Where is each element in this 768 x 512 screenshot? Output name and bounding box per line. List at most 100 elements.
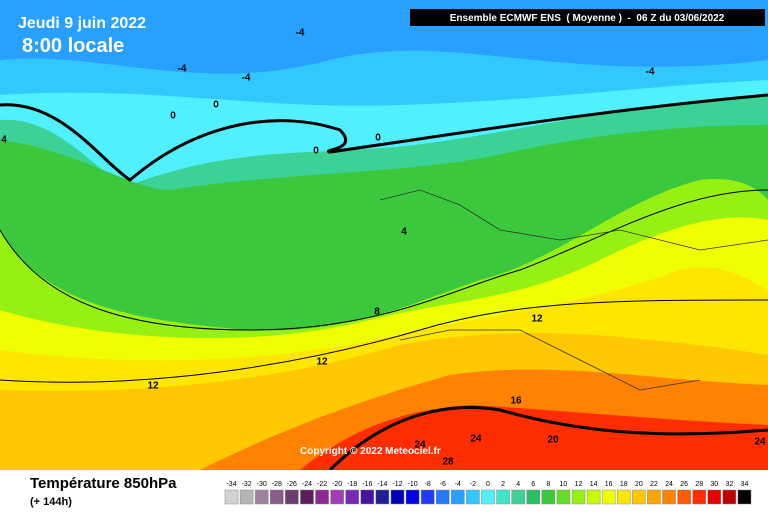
colorbar-tick: -12 xyxy=(392,481,402,488)
colorbar-swatch xyxy=(526,489,541,505)
colorbar-swatch xyxy=(315,489,329,505)
colorbar-tick: -16 xyxy=(362,481,372,488)
colorbar-tick: -6 xyxy=(440,481,446,488)
contour-label: 12 xyxy=(147,381,159,392)
colorbar-swatch xyxy=(375,489,390,505)
copyright: Copyright © 2022 Meteociel.fr xyxy=(300,446,441,457)
colorbar-swatch xyxy=(496,489,510,505)
colorbar-tick: 28 xyxy=(695,481,703,488)
colorbar-tick: 2 xyxy=(501,481,505,488)
colorbar-swatch xyxy=(722,489,737,505)
colorbar-tick: 34 xyxy=(741,481,749,488)
colorbar-tick: 26 xyxy=(680,481,688,488)
colorbar-swatch xyxy=(435,489,450,505)
contour-label: 0 xyxy=(213,100,219,111)
colorbar-tick: 20 xyxy=(635,481,643,488)
colorbar: -34 -32 -30 -28 -26 -24 -22 -20 -18 -16 -14 -12 -10-… xyxy=(224,481,752,505)
colorbar-tick: -10 xyxy=(408,481,418,488)
colorbar-swatch xyxy=(300,489,314,505)
colorbar-tick: 24 xyxy=(665,481,673,488)
field-band xyxy=(300,405,768,470)
colorbar-swatch xyxy=(405,489,420,505)
colorbar-tick: -4 xyxy=(455,481,461,488)
colorbar-swatch xyxy=(390,489,405,505)
colorbar-tick: 32 xyxy=(725,481,733,488)
date: Jeudi 9 juin 2022 xyxy=(18,15,146,32)
colorbar-tick: -20 xyxy=(332,481,342,488)
colorbar-tick: -22 xyxy=(317,481,327,488)
colorbar-tick: 18 xyxy=(620,481,628,488)
contour-label: -4 xyxy=(296,28,305,39)
footer-title: Température 850hPa xyxy=(30,475,177,492)
contour-label: 8 xyxy=(374,307,380,318)
colorbar-swatch xyxy=(360,489,375,505)
colorbar-tick: -24 xyxy=(302,481,312,488)
colorbar-tick: -26 xyxy=(287,481,297,488)
colorbar-tick: 6 xyxy=(531,481,535,488)
colorbar-swatch xyxy=(586,489,601,505)
colorbar-tick: 0 xyxy=(486,481,490,488)
colorbar-tick: 10 xyxy=(560,481,568,488)
time: 8:00 locale xyxy=(22,35,124,57)
colorbar-swatch xyxy=(345,489,360,505)
contour-label: 0 xyxy=(375,133,381,144)
contour-label: 0 xyxy=(170,111,176,122)
run-box xyxy=(410,9,765,26)
contour-label: 28 xyxy=(442,457,454,468)
colorbar-tick: 30 xyxy=(710,481,718,488)
colorbar-tick: 22 xyxy=(650,481,658,488)
colorbar-swatch xyxy=(616,489,631,505)
colorbar-tick: 12 xyxy=(575,481,583,488)
colorbar-tick: -28 xyxy=(272,481,282,488)
colorbar-swatch xyxy=(285,489,299,505)
contour-label: 12 xyxy=(316,357,328,368)
contour-label: 20 xyxy=(547,435,559,446)
colorbar-swatch xyxy=(239,489,254,505)
contour-label: 4 xyxy=(1,135,7,146)
colorbar-tick: -18 xyxy=(347,481,357,488)
colorbar-swatch xyxy=(662,489,676,505)
colorbar-swatch xyxy=(481,489,495,505)
colorbar-swatch xyxy=(647,489,661,505)
coastline xyxy=(379,189,768,391)
zero-isotherm xyxy=(0,93,768,182)
contour-label: 12 xyxy=(531,314,543,325)
contour-label: 4 xyxy=(401,227,407,238)
twenty-isotherm xyxy=(328,406,768,472)
run-info: Ensemble ECMWF ENS ( Moyenne ) - 06 Z du… xyxy=(450,13,725,24)
colorbar-swatch xyxy=(601,489,616,505)
colorbar-swatch xyxy=(632,489,646,505)
colorbar-swatch xyxy=(466,489,480,505)
colorbar-tick: -14 xyxy=(377,481,387,488)
contour-label: -4 xyxy=(178,64,187,75)
colorbar-swatch xyxy=(511,489,525,505)
footer-lead: (+ 144h) xyxy=(30,496,72,508)
colorbar-swatch xyxy=(224,489,239,505)
colorbar-tick: 16 xyxy=(605,481,613,488)
colorbar-swatch xyxy=(270,489,284,505)
isotherm xyxy=(0,299,768,383)
colorbar-swatch xyxy=(541,489,556,505)
contour-label: 16 xyxy=(510,396,522,407)
colorbar-tick: 14 xyxy=(590,481,598,488)
map xyxy=(0,0,768,472)
colorbar-tick: 4 xyxy=(516,481,520,488)
contour-label: -4 xyxy=(242,73,251,84)
contour-label: 24 xyxy=(470,434,482,445)
colorbar-swatch xyxy=(692,489,706,505)
colorbar-tick: -2 xyxy=(470,481,476,488)
contour-label: 24 xyxy=(414,440,426,451)
contour-label: 24 xyxy=(754,437,766,448)
colorbar-tick: -32 xyxy=(242,481,252,488)
colorbar-tick: 8 xyxy=(546,481,550,488)
colorbar-swatch xyxy=(677,489,691,505)
colorbar-tick: -8 xyxy=(425,481,431,488)
colorbar-swatch xyxy=(254,489,269,505)
colorbar-swatch xyxy=(556,489,571,505)
colorbar-tick: -34 xyxy=(226,481,236,488)
contour-label: -4 xyxy=(646,67,655,78)
colorbar-swatch xyxy=(571,489,586,505)
colorbar-swatch xyxy=(420,489,435,505)
colorbar-swatch xyxy=(330,489,344,505)
